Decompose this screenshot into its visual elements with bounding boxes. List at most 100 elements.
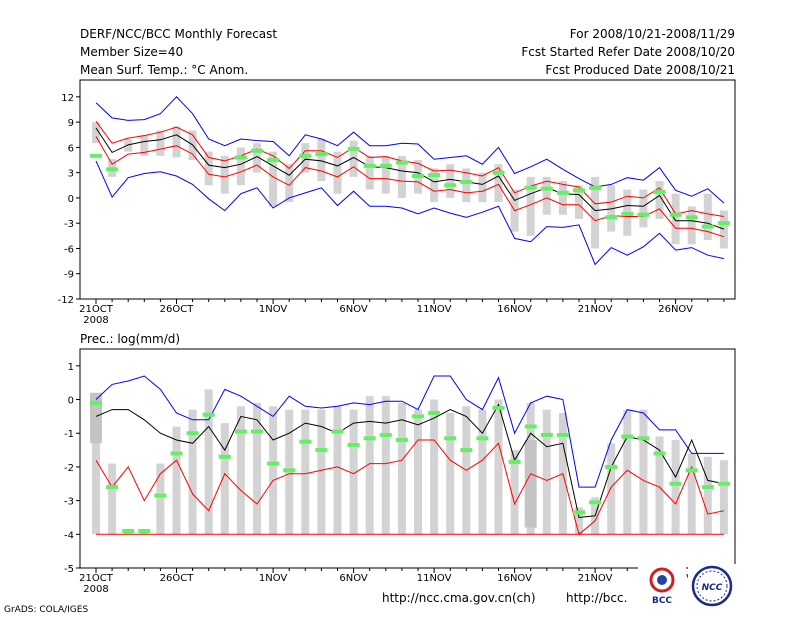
temp-year-label: 2008	[83, 315, 108, 326]
temp-box	[430, 168, 439, 203]
prec-box	[719, 460, 728, 535]
temp-xtick-label: 26OCT	[160, 304, 195, 315]
prec-observed-marker	[234, 429, 247, 434]
bcc-logo-swirl	[649, 567, 675, 593]
prec-frame	[79, 348, 736, 569]
prec-observed-marker	[299, 439, 312, 444]
prec-observed-marker	[669, 481, 682, 486]
bcc-url[interactable]: http://bcc.	[566, 591, 627, 605]
prec-xtick-label: 11NOV	[417, 573, 452, 584]
prec-ytick-label: 1	[68, 362, 74, 373]
prec-box	[188, 409, 197, 535]
prec-box	[108, 463, 117, 535]
prec-box	[365, 396, 374, 535]
prec-observed-marker	[540, 432, 553, 437]
prec-box	[607, 443, 616, 535]
temp-box	[542, 176, 551, 215]
temp-observed-marker	[605, 215, 618, 220]
prec-xtick-label: 1NOV	[259, 573, 288, 584]
prec-box	[92, 402, 100, 535]
prec-observed-marker	[122, 528, 135, 533]
prec-observed-marker	[492, 405, 505, 410]
prec-box	[639, 409, 648, 535]
bcc-logo: BCC	[638, 564, 686, 610]
temp-box	[575, 185, 583, 219]
header-period: For 2008/10/21-2008/11/29	[570, 27, 735, 41]
bcc-logo-core	[657, 575, 667, 585]
temp-observed-marker	[717, 221, 730, 226]
temp-series-mean	[95, 127, 725, 230]
temp-observed-marker	[669, 212, 682, 217]
temp-observed-marker	[524, 185, 537, 190]
prec-year-label: 2008	[83, 584, 108, 595]
temp-series-min	[95, 160, 725, 266]
temp-box	[349, 140, 358, 177]
temp-box	[92, 122, 100, 144]
temp-ytick-label: 12	[61, 93, 74, 104]
temp-box	[671, 193, 680, 245]
temp-box	[220, 155, 229, 194]
prec-observed-marker	[331, 429, 344, 434]
grads-credit: GrADS: COLA/IGES	[4, 605, 88, 615]
temp-observed-marker	[234, 155, 247, 160]
prec-observed-marker	[685, 468, 698, 473]
header-refer-date: Fcst Started Refer Date 2008/10/20	[521, 45, 735, 59]
prec-observed-marker	[138, 528, 151, 533]
prec-observed-marker	[460, 448, 473, 453]
temp-box	[655, 181, 664, 219]
temp-observed-marker	[685, 215, 698, 220]
prec-ytick-label: -1	[64, 429, 74, 440]
prec-xtick-label: 6NOV	[339, 573, 368, 584]
prec-observed-marker	[621, 434, 634, 439]
ncc-logo-inner-ring	[696, 570, 728, 602]
prec-observed-marker	[605, 464, 618, 469]
precip-panel-title: Prec.: log(mm/d)	[80, 332, 180, 346]
temp-observed-marker	[347, 147, 360, 152]
temp-xtick-label: 21OCT	[79, 304, 114, 315]
temp-box	[494, 164, 503, 203]
prec-series-min	[95, 439, 725, 536]
header-variable: Mean Surf. Temp.: °C Anom.	[80, 63, 248, 77]
header-produced-date: Fcst Produced Date 2008/10/21	[545, 63, 735, 77]
temp-box	[558, 181, 567, 215]
ncc-logo-ring	[691, 565, 733, 607]
prec-observed-marker	[315, 448, 328, 453]
prec-observed-marker	[106, 485, 119, 490]
prec-observed-marker	[573, 510, 585, 515]
prec-observed-marker	[701, 485, 714, 490]
prec-series-max	[95, 375, 724, 488]
prec-observed-marker	[347, 443, 360, 448]
temp-observed-marker	[395, 160, 408, 165]
header-member-size: Member Size=40	[80, 45, 183, 59]
prec-observed-marker	[637, 436, 650, 441]
header-title: DERF/NCC/BCC Monthly Forecast	[80, 27, 277, 41]
temp-box	[156, 130, 165, 156]
temp-box	[719, 210, 728, 249]
temp-ytick-label: 9	[68, 118, 74, 129]
prec-observed-marker	[589, 500, 602, 505]
temp-ytick-label: 6	[68, 143, 74, 154]
temp-observed-marker	[492, 170, 505, 175]
prec-box	[172, 426, 181, 535]
ncc-url[interactable]: http://ncc.cma.gov.cn(ch)	[382, 591, 536, 605]
prec-box	[510, 450, 519, 535]
temp-box	[687, 206, 696, 245]
prec-box	[494, 399, 503, 535]
prec-observed-marker	[653, 451, 666, 456]
prec-observed-marker	[363, 436, 376, 441]
temp-box	[381, 155, 390, 194]
temp-box	[172, 126, 181, 158]
prec-observed-marker	[186, 431, 199, 436]
prec-box	[204, 389, 213, 535]
prec-observed-marker	[170, 451, 183, 456]
temp-box	[703, 193, 712, 241]
prec-box	[575, 507, 583, 535]
temp-box	[301, 143, 310, 173]
temp-box	[333, 151, 342, 194]
prec-observed-marker	[428, 411, 441, 416]
ncc-logo-text: NCC	[702, 583, 723, 593]
temp-box	[317, 138, 326, 182]
prec-box	[430, 399, 439, 535]
